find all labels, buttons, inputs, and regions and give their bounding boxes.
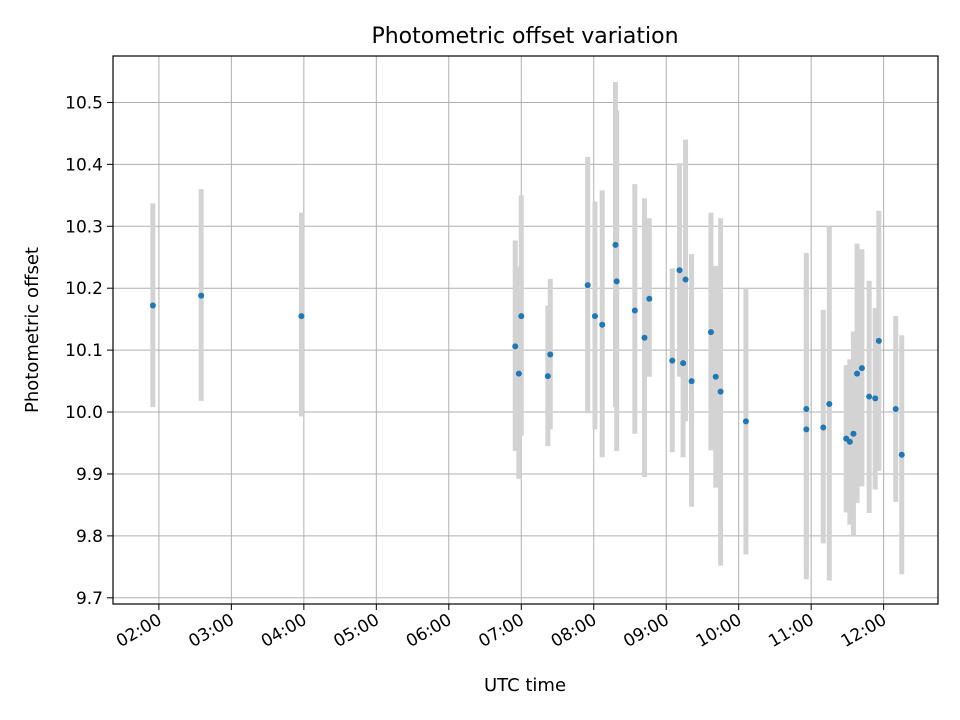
y-tick-label: 10.5 (65, 93, 103, 113)
data-point (803, 426, 810, 433)
data-point (688, 378, 695, 385)
x-tick-label: 02:00 (113, 610, 165, 652)
x-tick-label: 09:00 (620, 610, 672, 652)
x-tick-label: 04:00 (258, 610, 310, 652)
data-point (717, 388, 724, 395)
data-point (854, 370, 861, 377)
x-tick-label: 07:00 (475, 610, 527, 652)
data-point (515, 370, 522, 377)
y-tick-label: 10.4 (65, 155, 103, 175)
data-point (820, 424, 827, 431)
data-point (858, 365, 865, 372)
data-point (544, 373, 551, 380)
data-point (892, 405, 899, 412)
x-tick-label: 11:00 (765, 610, 817, 652)
data-point (872, 395, 879, 402)
x-tick-label: 08:00 (548, 610, 600, 652)
data-point (198, 292, 205, 299)
data-point (518, 313, 525, 320)
data-point (599, 321, 606, 328)
data-point (591, 313, 598, 320)
y-tick-label: 10.0 (65, 403, 103, 423)
y-tick-label: 10.2 (65, 279, 103, 299)
data-point (846, 438, 853, 445)
data-point (803, 405, 810, 412)
data-point (612, 241, 619, 248)
data-point (866, 393, 873, 400)
data-point (641, 334, 648, 341)
y-tick-label: 9.9 (76, 465, 103, 485)
x-tick-label: 06:00 (403, 610, 455, 652)
y-tick-label: 9.8 (76, 527, 103, 547)
grid (113, 56, 938, 604)
plot-frame (112, 55, 939, 605)
data-point (682, 276, 689, 283)
data-point (742, 418, 749, 425)
x-tick-label: 12:00 (838, 610, 890, 652)
data-point (707, 329, 714, 336)
data-point (547, 351, 554, 358)
chart-title: Photometric offset variation (371, 24, 678, 49)
data-point (826, 400, 833, 407)
y-axis-ticks: 9.7 9.8 9.9 10.0 10.1 10.2 10.3 10.4 10.5 (65, 93, 113, 609)
x-tick-label: 10:00 (693, 610, 745, 652)
data-point (875, 337, 882, 344)
data-point (584, 282, 591, 289)
y-tick-label: 9.7 (76, 589, 103, 609)
data-point (669, 357, 676, 364)
y-axis-label: Photometric offset (22, 247, 43, 413)
x-axis-label: UTC time (484, 675, 566, 696)
data-point (149, 302, 156, 309)
data-point (680, 360, 687, 367)
x-tick-label: 03:00 (185, 610, 237, 652)
data-point (850, 430, 857, 437)
x-axis-ticks: 02:00 03:00 04:00 05:00 06:00 07:00 08:00 09:00… (113, 604, 890, 652)
data-point (512, 343, 519, 350)
data-point (712, 373, 719, 380)
data-points (149, 241, 905, 458)
data-point (676, 267, 683, 274)
errorbars (150, 82, 905, 581)
data-point (898, 451, 905, 458)
data-point (646, 295, 653, 302)
y-tick-label: 10.1 (65, 341, 103, 361)
data-point (298, 313, 305, 320)
data-point (613, 278, 620, 285)
y-tick-label: 10.3 (65, 217, 103, 237)
data-point (631, 307, 638, 314)
x-tick-label: 05:00 (330, 610, 382, 652)
